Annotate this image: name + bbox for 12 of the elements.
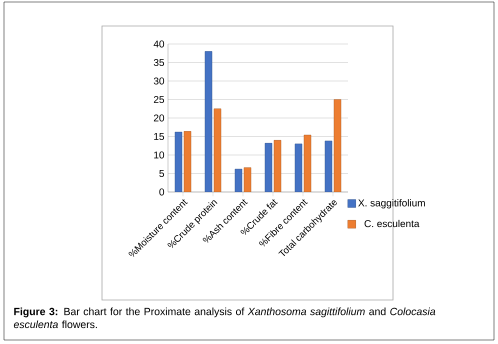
y-tick-label: 15 [154, 133, 164, 140]
y-tick-label: 20 [154, 114, 164, 122]
y-tick-label: 5 [159, 170, 164, 177]
y-tick-label: 40 [154, 40, 164, 48]
y-tick-label: 0 [159, 188, 164, 196]
text: Figure 3: Bar chart for the Proximate analysis of Xanthosoma sagittifolium and Colocasia esculenta flowers. [14, 308, 436, 328]
y-tick-label: 35 [154, 58, 164, 66]
legend-label: C. esculenta [364, 220, 420, 228]
legend-label: X. saggitifolium [358, 199, 425, 208]
y-tick-label: 10 [154, 151, 164, 159]
y-tick-label: 30 [154, 77, 164, 85]
y-tick-label: 25 [154, 96, 164, 104]
